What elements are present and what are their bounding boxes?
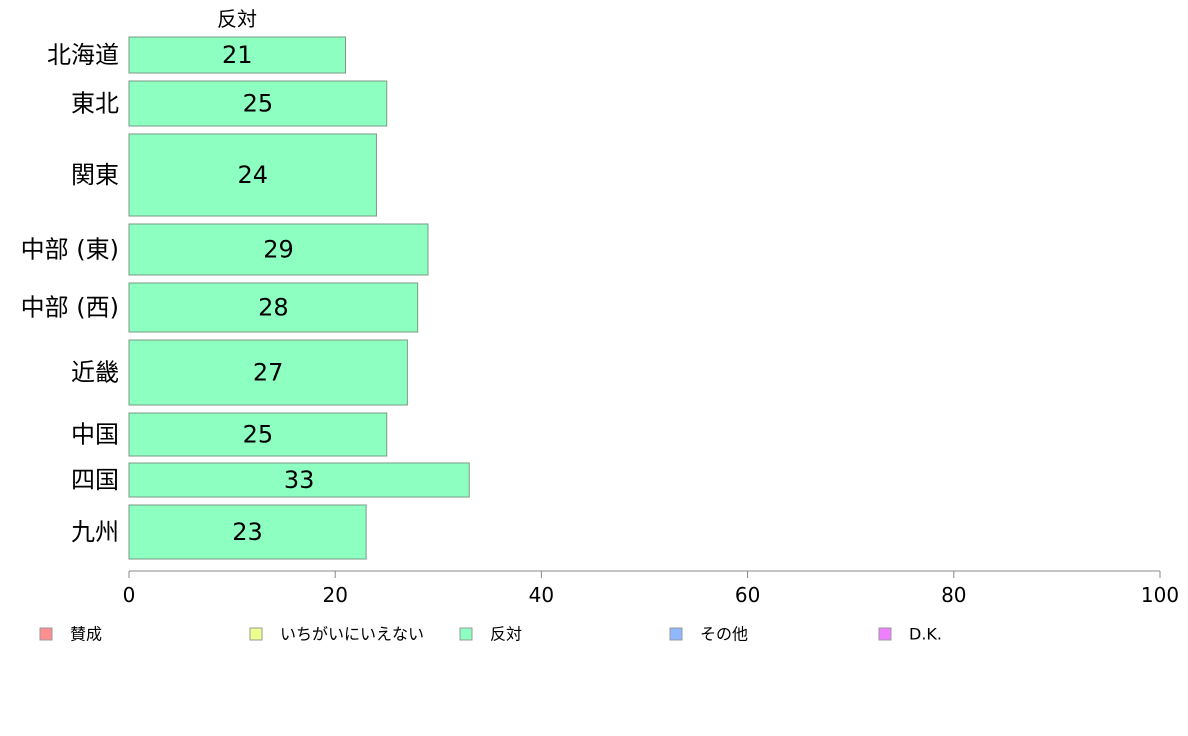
category-label: 関東 bbox=[71, 161, 119, 189]
legend-swatch bbox=[878, 627, 892, 641]
bar-4 bbox=[128, 282, 419, 333]
bar-5 bbox=[128, 339, 408, 406]
legend-swatch bbox=[249, 627, 263, 641]
value-label: 28 bbox=[258, 294, 289, 322]
x-tick-label: 80 bbox=[941, 583, 966, 607]
bar-6 bbox=[128, 412, 388, 457]
x-tick-label: 60 bbox=[735, 583, 760, 607]
bar-3 bbox=[128, 223, 429, 276]
legend-label: 反対 bbox=[490, 625, 522, 644]
category-label: 中部 (西) bbox=[21, 294, 119, 322]
category-label: 四国 bbox=[71, 466, 119, 494]
series-header: 反対 bbox=[217, 7, 257, 31]
legend-swatch bbox=[459, 627, 473, 641]
value-label: 24 bbox=[237, 161, 268, 189]
category-label: 九州 bbox=[71, 518, 119, 546]
legend-label: いちがいにいえない bbox=[280, 625, 424, 644]
legend-label: D.K. bbox=[909, 625, 942, 644]
value-label: 33 bbox=[284, 466, 315, 494]
value-label: 21 bbox=[222, 41, 253, 69]
bar-1 bbox=[128, 80, 388, 127]
legend: 賛成 いちがいにいえない 反対 その他 D.K. bbox=[39, 625, 942, 644]
bar-0 bbox=[128, 36, 347, 74]
bar-7 bbox=[128, 462, 470, 498]
legend-label: 賛成 bbox=[70, 625, 102, 644]
x-axis: 0 20 40 60 80 100 bbox=[123, 570, 1179, 607]
category-label: 中部 (東) bbox=[21, 236, 119, 264]
value-label: 23 bbox=[232, 518, 263, 546]
value-label: 29 bbox=[263, 236, 294, 264]
category-label: 北海道 bbox=[47, 41, 119, 69]
x-tick-label: 0 bbox=[123, 583, 136, 607]
bar-8 bbox=[128, 504, 367, 560]
bar-2 bbox=[128, 133, 377, 217]
legend-label: その他 bbox=[700, 625, 748, 644]
x-tick-label: 100 bbox=[1141, 583, 1179, 607]
legend-swatch bbox=[39, 627, 53, 641]
value-label: 27 bbox=[253, 359, 284, 387]
category-label: 近畿 bbox=[71, 359, 119, 387]
category-label: 中国 bbox=[71, 421, 119, 449]
category-label: 東北 bbox=[71, 90, 119, 118]
value-label: 25 bbox=[243, 90, 274, 118]
legend-swatch bbox=[669, 627, 683, 641]
value-label: 25 bbox=[243, 421, 274, 449]
x-tick-label: 40 bbox=[529, 583, 554, 607]
bars-group: 北海道 21 東北 25 関東 24 中部 (東) 29 中部 (西) 28 近畿 27 中国 25 四国 3… bbox=[21, 36, 470, 560]
x-tick-label: 20 bbox=[322, 583, 347, 607]
